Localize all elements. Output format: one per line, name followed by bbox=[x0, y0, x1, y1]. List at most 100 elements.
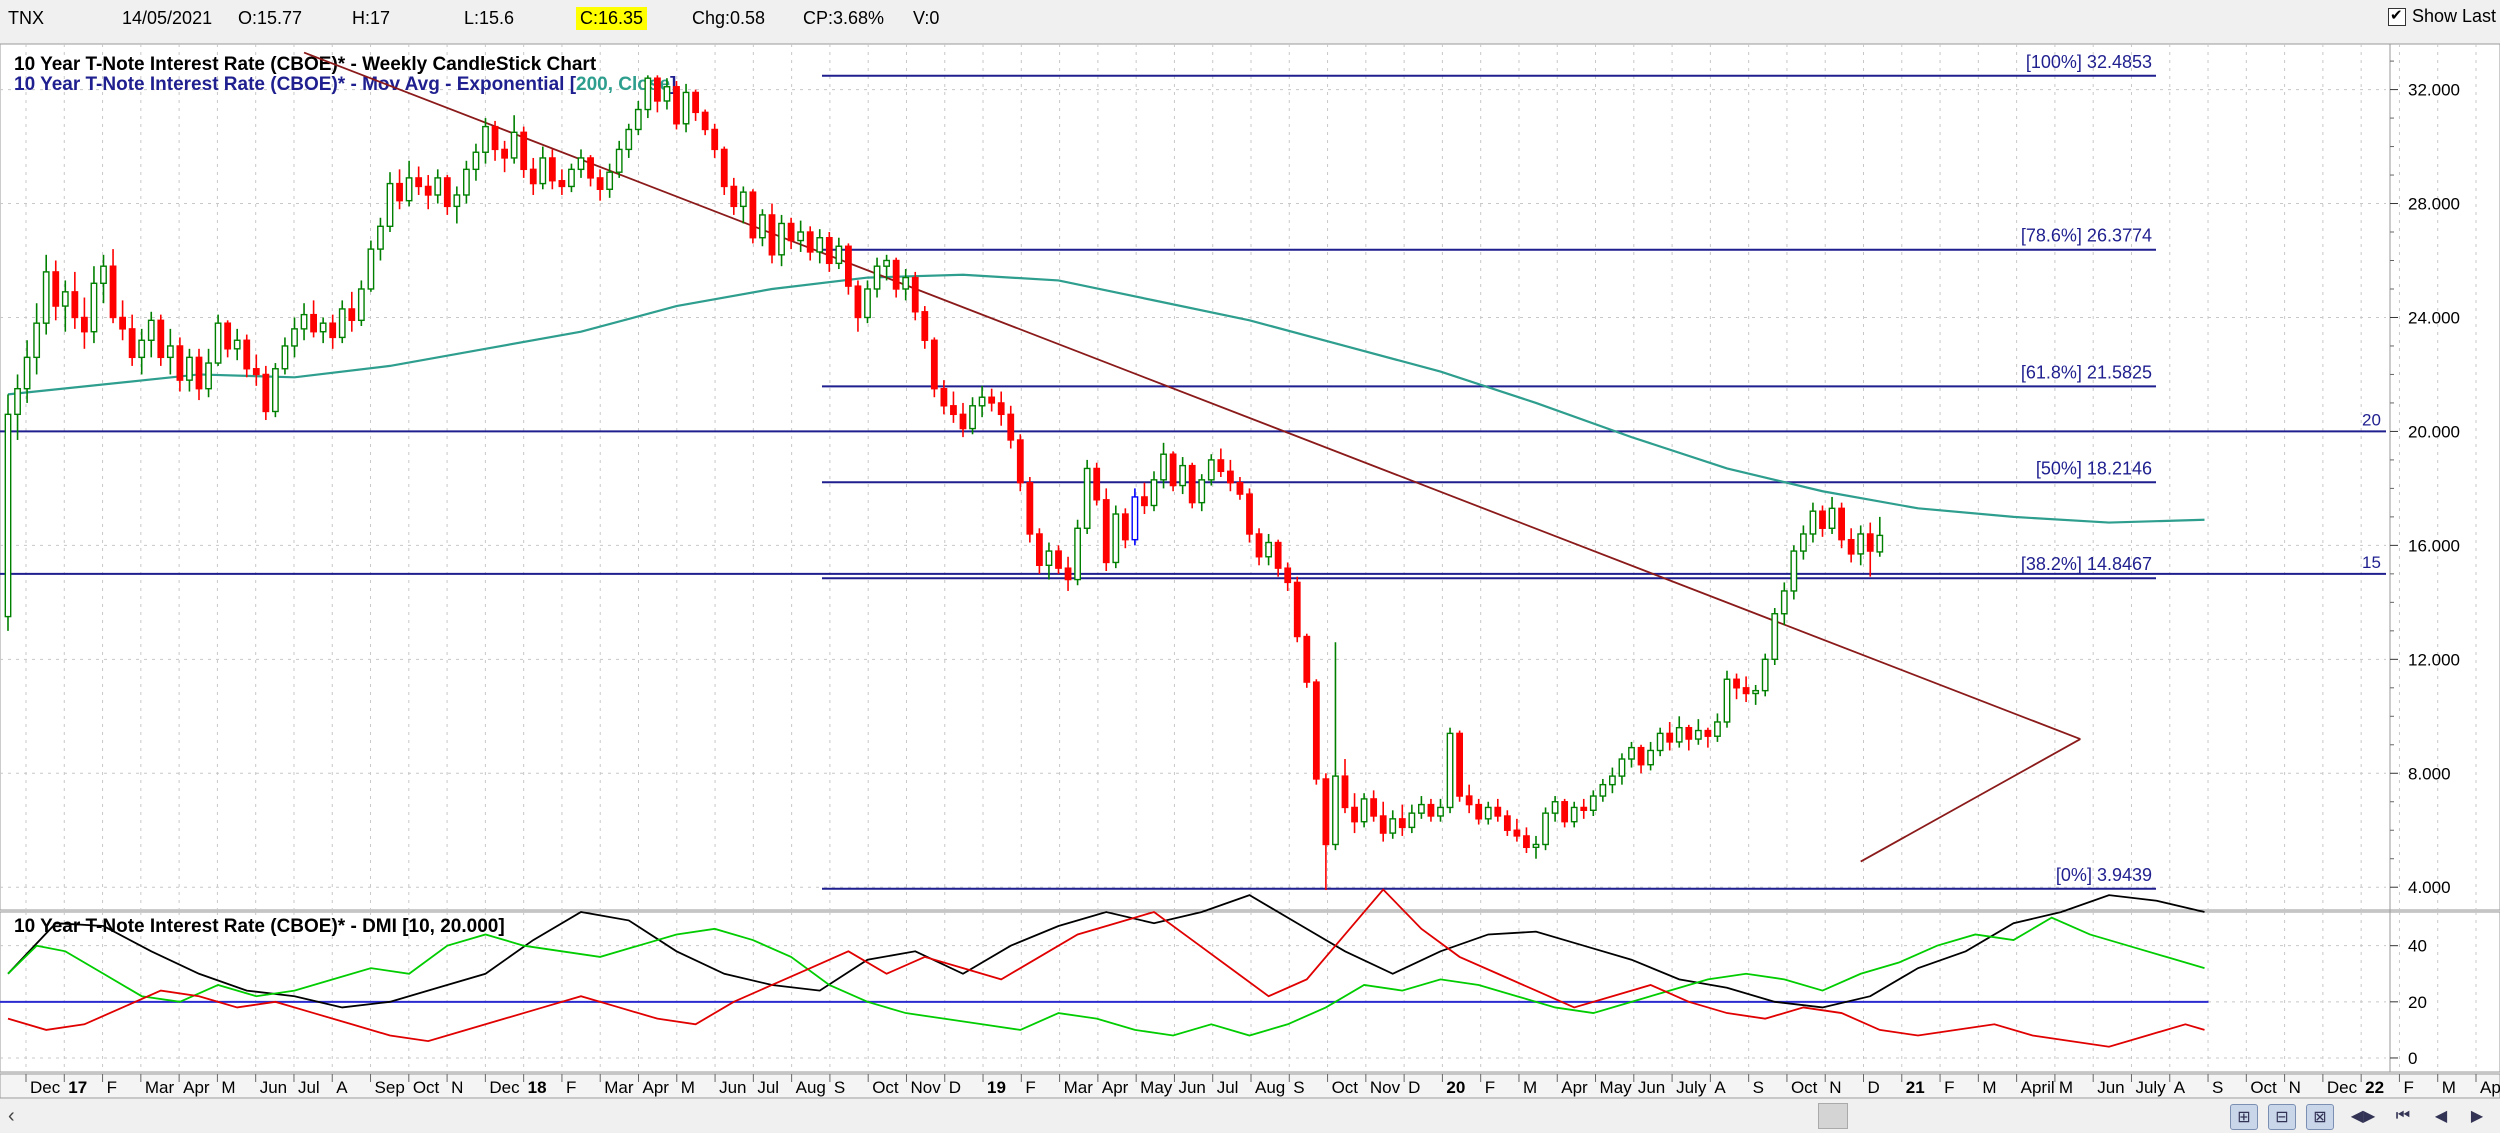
candle bbox=[1179, 457, 1187, 495]
x-tick-label: Mar bbox=[145, 1078, 175, 1097]
candle bbox=[1637, 744, 1645, 774]
candle-body bbox=[1417, 803, 1425, 814]
candle bbox=[892, 257, 900, 298]
expand-icon[interactable]: ◀▶ bbox=[2350, 1108, 2376, 1125]
candle-body bbox=[195, 356, 203, 390]
candle-body bbox=[1599, 783, 1607, 797]
y-tick-label: 16.000 bbox=[2408, 536, 2460, 555]
candle bbox=[1780, 582, 1788, 626]
candle-body bbox=[1771, 613, 1779, 661]
zoom-out-icon[interactable]: ⊟ bbox=[2268, 1104, 2296, 1130]
low-value: L:15.6 bbox=[464, 8, 515, 28]
candle-body bbox=[1026, 481, 1034, 535]
candle-body bbox=[539, 157, 547, 185]
candle bbox=[1064, 556, 1072, 591]
candle-body bbox=[1179, 464, 1187, 487]
scroll-left-arrow-icon[interactable]: ‹ bbox=[8, 1105, 15, 1127]
candle-body bbox=[1035, 533, 1043, 567]
candle bbox=[1714, 713, 1721, 742]
horizontal-scrollbar[interactable]: ‹ ⊞ ⊟ ⊠ ◀▶ ⏮ ◀ ▶ bbox=[0, 1098, 2500, 1133]
candle bbox=[1494, 798, 1502, 822]
candle-body bbox=[1389, 818, 1397, 834]
candle bbox=[1656, 727, 1664, 757]
show-last-toggle[interactable]: Show Last bbox=[2387, 6, 2496, 27]
x-tick-label: April bbox=[2021, 1078, 2055, 1097]
candle-body bbox=[1303, 635, 1311, 683]
x-tick-label: S bbox=[2212, 1078, 2223, 1097]
show-last-label: Show Last bbox=[2411, 6, 2496, 26]
x-tick-label: Jul bbox=[1217, 1078, 1239, 1097]
change-value: Chg:0.58 bbox=[692, 8, 766, 28]
candle-body bbox=[233, 339, 241, 350]
candle bbox=[1799, 525, 1807, 560]
candle-body bbox=[1408, 812, 1416, 829]
candle-body bbox=[892, 259, 900, 290]
scroll-thumb[interactable] bbox=[1818, 1103, 1848, 1129]
candle bbox=[109, 249, 117, 324]
candle bbox=[14, 374, 21, 440]
candle-body bbox=[1494, 806, 1502, 817]
candle-body bbox=[291, 328, 298, 347]
candle bbox=[1847, 528, 1855, 563]
candle bbox=[1207, 454, 1215, 486]
candle-body bbox=[243, 339, 251, 370]
candle-body bbox=[1131, 496, 1139, 541]
candle bbox=[138, 328, 146, 375]
candle-body bbox=[558, 180, 566, 188]
candle-body bbox=[1102, 499, 1110, 564]
prev-page-icon[interactable]: ◀ bbox=[2434, 1108, 2448, 1125]
candle-body bbox=[816, 237, 824, 253]
candle bbox=[434, 169, 442, 204]
candle-body bbox=[1503, 815, 1511, 831]
main-panel bbox=[0, 43, 2500, 911]
x-tick-label: Apr bbox=[2480, 1078, 2500, 1097]
candle-body bbox=[1360, 798, 1368, 823]
candle bbox=[1761, 653, 1769, 697]
candle bbox=[1141, 482, 1148, 515]
candle bbox=[1628, 741, 1635, 768]
first-page-icon[interactable]: ⏮ bbox=[2395, 1107, 2411, 1124]
candle bbox=[1026, 477, 1034, 543]
candle-body bbox=[711, 128, 719, 151]
candle-body bbox=[415, 177, 423, 188]
next-page-icon[interactable]: ▶ bbox=[2470, 1108, 2484, 1125]
candle-body bbox=[1379, 815, 1387, 834]
candle-body bbox=[720, 148, 728, 188]
candle-body bbox=[587, 157, 594, 179]
candle-body bbox=[673, 86, 680, 125]
x-tick-label: D bbox=[1408, 1078, 1420, 1097]
zoom-reset-icon[interactable]: ⊠ bbox=[2306, 1104, 2334, 1130]
candle bbox=[1523, 827, 1530, 854]
candle bbox=[1169, 451, 1177, 492]
candle bbox=[1246, 488, 1253, 543]
chart-area[interactable]: Dec 17 F Mar Apr M Jun Jul A Sep Oct N Dec 18 F Mar Apr M… bbox=[0, 40, 2500, 1098]
candle-body bbox=[138, 339, 146, 359]
candle-body bbox=[1188, 464, 1196, 504]
candle-body bbox=[692, 91, 700, 114]
candle bbox=[825, 232, 833, 272]
x-tick-label: Oct bbox=[1332, 1078, 1359, 1097]
x-tick-label: Aug bbox=[1255, 1078, 1285, 1097]
zoom-in-icon[interactable]: ⊞ bbox=[2230, 1104, 2258, 1130]
candle bbox=[883, 254, 891, 281]
fib-level-label: [100%] 32.4853 bbox=[2026, 52, 2152, 72]
candle bbox=[558, 169, 566, 195]
quote-toolbar: TNX 14/05/2021 O:15.77 H:17 L:15.6 C:16.… bbox=[0, 0, 2500, 41]
candle bbox=[1456, 730, 1464, 802]
candle-body bbox=[1370, 798, 1378, 817]
candle-body bbox=[825, 237, 833, 265]
candle-body bbox=[1866, 533, 1874, 552]
candle-body bbox=[1265, 541, 1273, 558]
candle-body bbox=[1255, 533, 1263, 558]
candle bbox=[778, 214, 785, 267]
ema200-line bbox=[7, 273, 2205, 524]
candle bbox=[1188, 462, 1196, 509]
candle-body bbox=[921, 311, 929, 341]
chart-title: 10 Year T-Note Interest Rate (CBOE)* - W… bbox=[14, 54, 597, 75]
candle-body bbox=[806, 231, 814, 253]
candle bbox=[692, 89, 700, 121]
candle-body bbox=[682, 91, 690, 125]
candle-body bbox=[1274, 541, 1282, 569]
checkbox-icon[interactable] bbox=[2387, 6, 2406, 26]
candle bbox=[1427, 798, 1435, 822]
